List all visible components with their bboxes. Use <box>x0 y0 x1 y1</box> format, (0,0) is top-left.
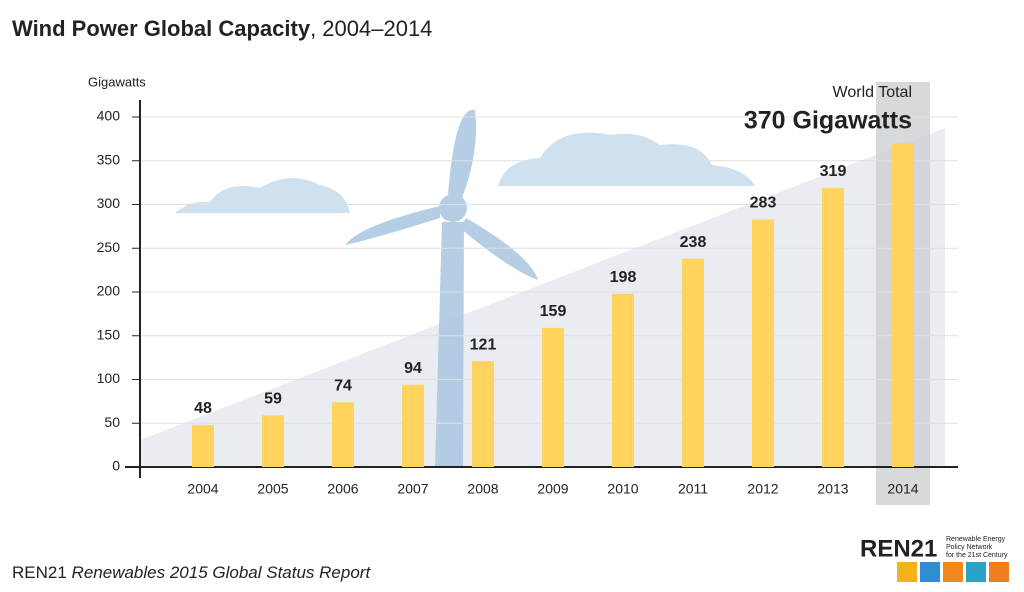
value-label: 283 <box>750 195 777 212</box>
value-label: 48 <box>194 400 212 417</box>
value-label: 59 <box>264 391 282 408</box>
y-tick-label: 150 <box>97 326 121 342</box>
x-tick-label: 2010 <box>607 481 638 497</box>
x-tick-label: 2007 <box>397 481 428 497</box>
logo-icons <box>897 562 1009 582</box>
y-tick-label: 300 <box>97 195 121 211</box>
value-label: 94 <box>404 360 422 377</box>
x-tick-label: 2009 <box>537 481 568 497</box>
value-label: 121 <box>470 336 497 353</box>
value-label: 238 <box>680 234 707 251</box>
source: REN21 Renewables 2015 Global Status Repo… <box>12 563 371 582</box>
background-area <box>140 128 945 467</box>
wind-turbine <box>345 109 538 467</box>
x-tick-label: 2005 <box>257 481 288 497</box>
y-tick-label: 100 <box>97 370 121 386</box>
y-tick-label: 250 <box>97 239 121 255</box>
value-label: 198 <box>610 269 637 286</box>
bar <box>822 187 844 467</box>
bar <box>192 425 214 467</box>
bar <box>472 361 494 467</box>
bar <box>262 415 284 467</box>
bar <box>612 293 634 467</box>
source-org: REN21 <box>12 563 67 582</box>
x-tick-label: 2013 <box>817 481 848 497</box>
value-label: 159 <box>540 303 567 320</box>
x-tick-label: 2012 <box>747 481 778 497</box>
bar <box>682 258 704 467</box>
x-tick-label: 2014 <box>887 481 918 497</box>
y-tick-label: 50 <box>104 414 120 430</box>
logo-tagline: for the 21st Century <box>946 552 1008 559</box>
logo-tagline: Policy Network <box>946 544 993 551</box>
bar <box>402 384 424 467</box>
chart-title: Wind Power Global Capacity, 2004–2014 <box>12 16 432 41</box>
title-main: Wind Power Global Capacity <box>12 16 311 41</box>
y-tick-label: 200 <box>97 283 121 299</box>
bar <box>542 327 564 467</box>
title-years: , 2004–2014 <box>310 16 432 41</box>
y-tick-label: 350 <box>97 151 121 167</box>
y-tick-label: 0 <box>112 458 120 474</box>
x-tick-label: 2006 <box>327 481 358 497</box>
value-label: 319 <box>820 163 847 180</box>
y-axis-label: Gigawatts <box>88 74 146 89</box>
x-tick-label: 2004 <box>187 481 218 497</box>
logo-name: REN21 <box>860 535 937 562</box>
annotation-label: World Total <box>833 84 912 101</box>
annotation-value: 370 Gigawatts <box>744 107 912 135</box>
bar <box>892 143 914 467</box>
logo-tagline: Renewable Energy <box>946 536 1006 543</box>
source-title: Renewables 2015 Global Status Report <box>72 563 372 582</box>
bar <box>752 219 774 467</box>
value-label: 74 <box>334 377 352 394</box>
x-tick-label: 2011 <box>678 481 708 497</box>
x-tick-label: 2008 <box>467 481 498 497</box>
y-tick-label: 400 <box>97 108 121 124</box>
bar <box>332 402 354 467</box>
